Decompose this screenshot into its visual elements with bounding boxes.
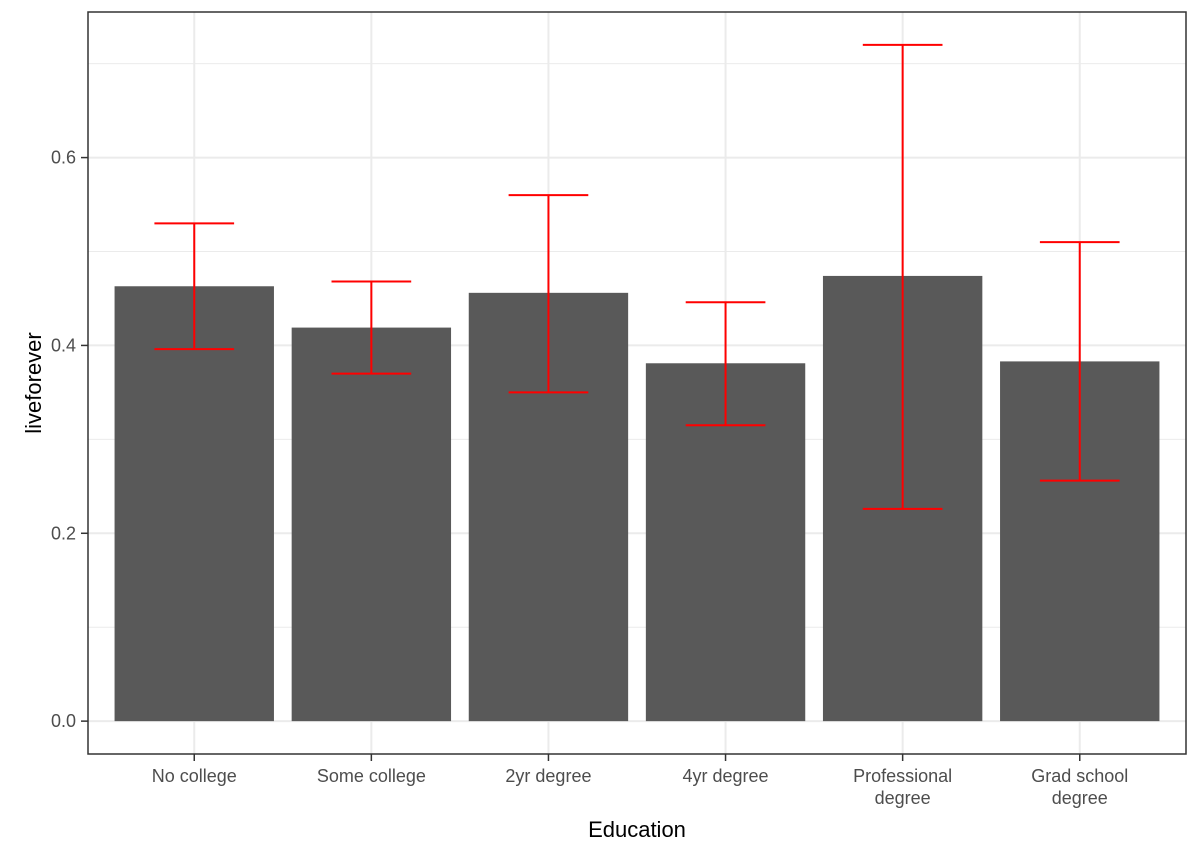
x-tick-label-line: 2yr degree	[505, 766, 591, 786]
x-tick-label-line: Professional	[853, 766, 952, 786]
x-tick-label: Professional degree	[853, 766, 952, 808]
error-bars	[154, 43, 1120, 510]
x-tick-label-line: degree	[875, 788, 931, 808]
x-axis-title: Education	[588, 817, 686, 842]
axis-ticks: 0.0 0.2 0.4 0.6 No college Some college 2yr de…	[51, 148, 1128, 808]
x-tick-label-line: degree	[1052, 788, 1108, 808]
bar	[291, 327, 452, 722]
y-tick-label: 0.0	[51, 711, 76, 731]
x-tick-label: Some college	[317, 766, 426, 786]
y-tick-label: 0.2	[51, 523, 76, 543]
x-tick-label: 4yr degree	[683, 766, 769, 786]
x-tick-label-line: 4yr degree	[683, 766, 769, 786]
x-tick-label: No college	[152, 766, 237, 786]
bar	[114, 286, 274, 722]
x-tick-label-line: No college	[152, 766, 237, 786]
y-tick-label: 0.4	[51, 335, 76, 355]
x-tick-label: Grad school degree	[1031, 766, 1128, 808]
x-tick-label: 2yr degree	[505, 766, 591, 786]
x-tick-label-line: Some college	[317, 766, 426, 786]
y-tick-label: 0.6	[51, 148, 76, 168]
panel-border	[87, 11, 1187, 755]
x-tick-label-line: Grad school	[1031, 766, 1128, 786]
y-axis-title: liveforever	[21, 332, 46, 433]
